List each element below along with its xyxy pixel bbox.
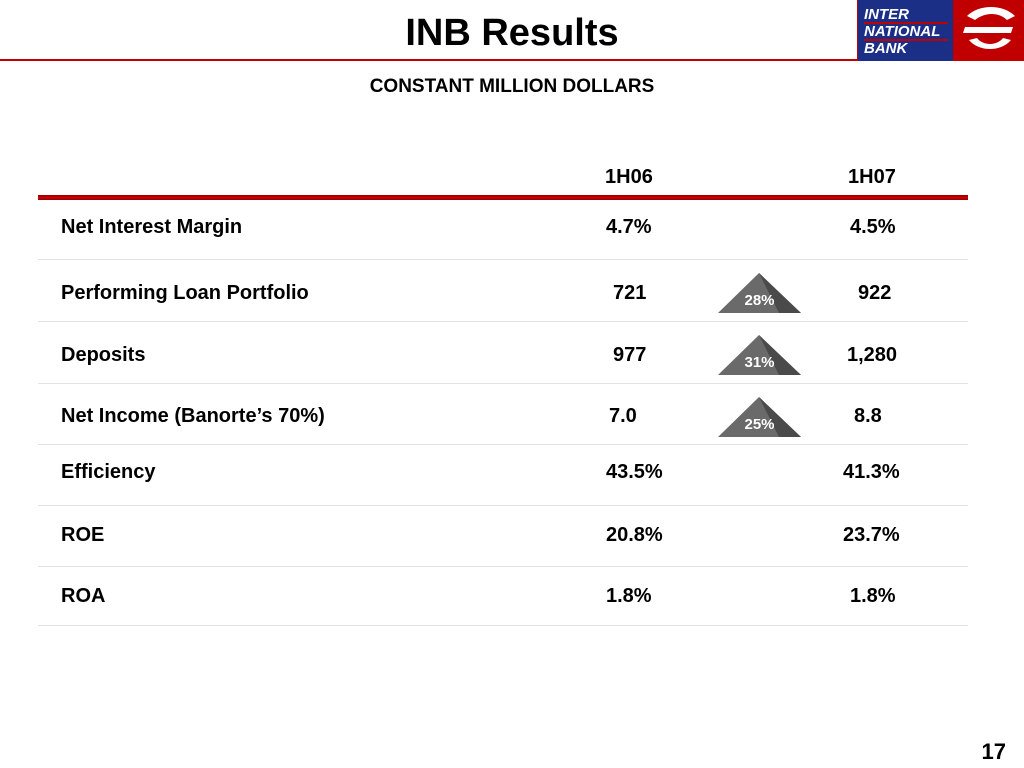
row-divider bbox=[38, 444, 968, 445]
inter-national-bank-logo: INTER NATIONAL BANK bbox=[857, 0, 953, 61]
row-divider bbox=[38, 383, 968, 384]
banorte-brand-mark bbox=[953, 0, 1024, 61]
title-divider bbox=[0, 59, 857, 61]
growth-badge-label: 28% bbox=[717, 292, 802, 309]
row-divider bbox=[38, 259, 968, 260]
value-1h07-roa: 1.8% bbox=[850, 585, 896, 608]
row-label-deposits: Deposits bbox=[61, 344, 145, 367]
value-1h07-efficiency: 41.3% bbox=[843, 461, 900, 484]
row-label-net-interest-margin: Net Interest Margin bbox=[61, 216, 242, 239]
value-1h06-performing-loan-portfolio: 721 bbox=[613, 282, 646, 305]
growth-badge: 25% bbox=[717, 396, 802, 438]
logo-text-national: NATIONAL bbox=[864, 24, 940, 39]
row-divider bbox=[38, 505, 968, 506]
value-1h06-net-income: 7.0 bbox=[609, 405, 637, 428]
banorte-symbol-icon bbox=[953, 0, 1024, 61]
value-1h06-roa: 1.8% bbox=[606, 585, 652, 608]
value-1h06-efficiency: 43.5% bbox=[606, 461, 663, 484]
value-1h07-net-income: 8.8 bbox=[854, 405, 882, 428]
column-header-1h06: 1H06 bbox=[605, 166, 653, 189]
row-divider bbox=[38, 321, 968, 322]
logo-text-bank: BANK bbox=[864, 41, 907, 56]
logo-stripe bbox=[864, 39, 948, 41]
row-label-net-income: Net Income (Banorte’s 70%) bbox=[61, 405, 325, 428]
row-label-roe: ROE bbox=[61, 524, 104, 547]
value-1h06-deposits: 977 bbox=[613, 344, 646, 367]
growth-badge: 31% bbox=[717, 334, 802, 376]
growth-badge-label: 25% bbox=[717, 416, 802, 433]
row-divider bbox=[38, 566, 968, 567]
logo-stripe bbox=[864, 22, 948, 24]
row-divider bbox=[38, 625, 968, 626]
value-1h07-roe: 23.7% bbox=[843, 524, 900, 547]
page-subtitle: CONSTANT MILLION DOLLARS bbox=[0, 76, 1024, 98]
row-label-performing-loan-portfolio: Performing Loan Portfolio bbox=[61, 282, 309, 305]
column-header-1h07: 1H07 bbox=[848, 166, 896, 189]
row-label-roa: ROA bbox=[61, 585, 105, 608]
logo-text-inter: INTER bbox=[864, 7, 909, 22]
row-label-efficiency: Efficiency bbox=[61, 461, 155, 484]
header-divider bbox=[38, 195, 968, 200]
page-number: 17 bbox=[982, 739, 1006, 765]
value-1h06-roe: 20.8% bbox=[606, 524, 663, 547]
growth-badge-label: 31% bbox=[717, 354, 802, 371]
value-1h07-deposits: 1,280 bbox=[847, 344, 897, 367]
value-1h07-performing-loan-portfolio: 922 bbox=[858, 282, 891, 305]
growth-badge: 28% bbox=[717, 272, 802, 314]
value-1h07-net-interest-margin: 4.5% bbox=[850, 216, 896, 239]
value-1h06-net-interest-margin: 4.7% bbox=[606, 216, 652, 239]
